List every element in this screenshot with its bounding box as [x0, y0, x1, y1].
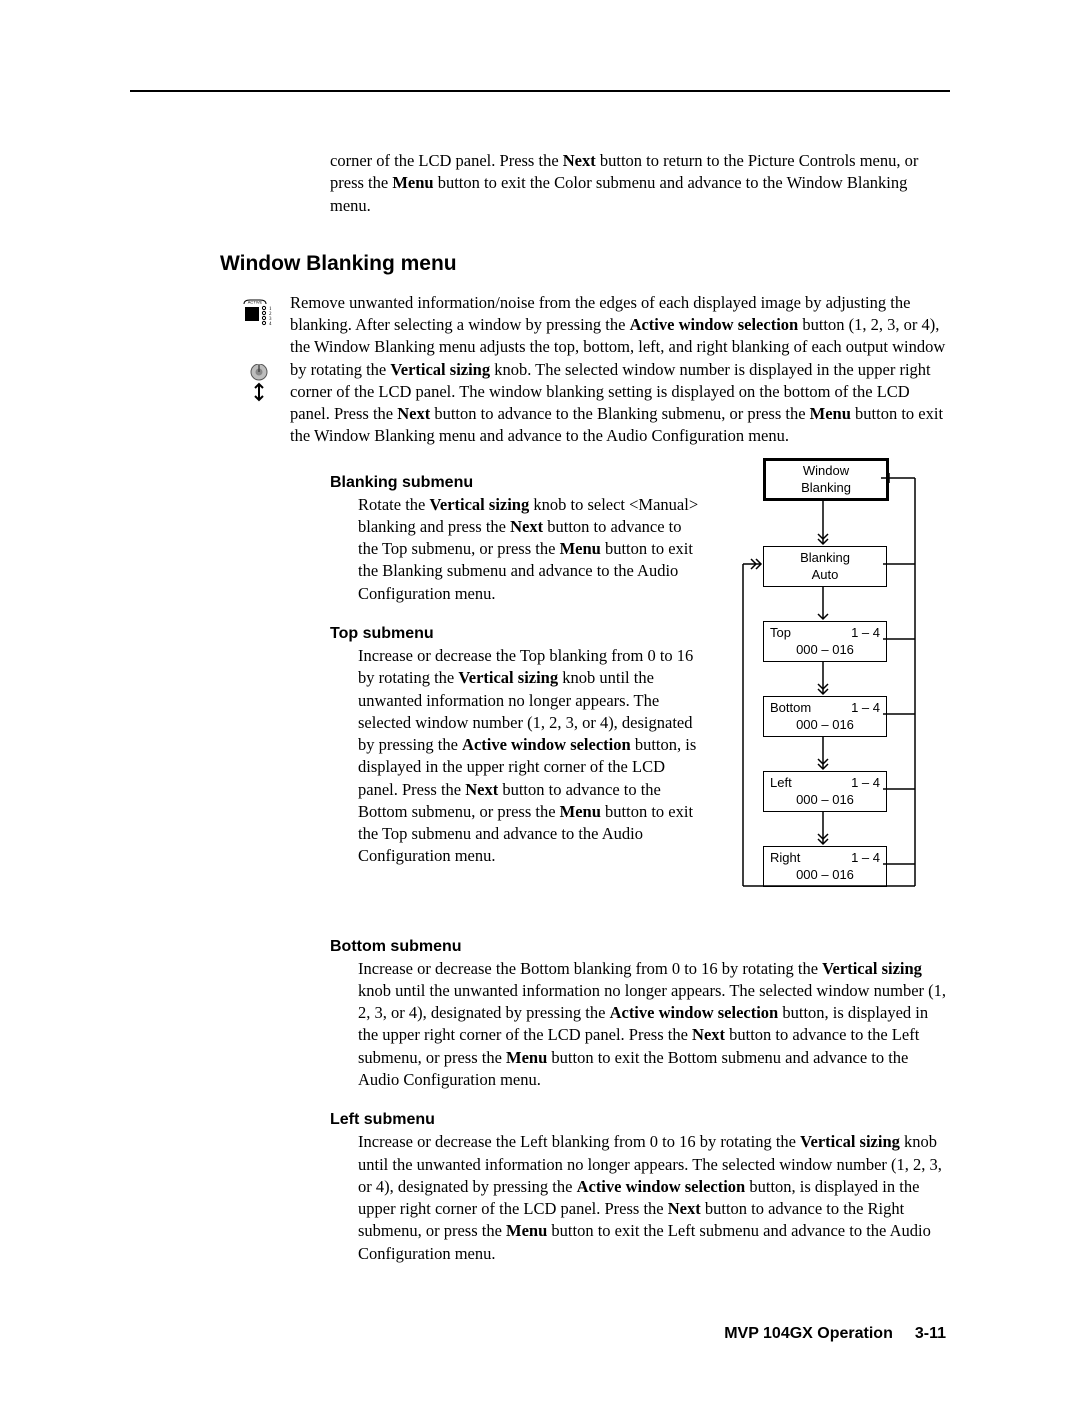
flow-head: WindowBlanking — [763, 458, 889, 502]
flow-blanking: BlankingAuto — [763, 546, 887, 588]
flow-step-2: Left1 – 4 000 – 016 — [763, 771, 887, 813]
sub-heading-1: Top submenu — [330, 625, 705, 643]
flow-step-3: Right1 – 4 000 – 016 — [763, 846, 887, 888]
sub-heading-3: Left submenu — [330, 1111, 950, 1129]
main-paragraph: Remove unwanted information/noise from t… — [290, 292, 950, 448]
svg-text:ACTIVE: ACTIVE — [248, 299, 263, 304]
footer-title: MVP 104GX Operation — [724, 1325, 893, 1343]
active-window-icon: ACTIVE 1 2 3 4 — [242, 298, 276, 328]
flow-step-0: Top1 – 4 000 – 016 — [763, 621, 887, 663]
sub-body-2: Increase or decrease the Bottom blanking… — [358, 958, 950, 1092]
flow-step-1: Bottom1 – 4 000 – 016 — [763, 696, 887, 738]
intro-paragraph: corner of the LCD panel. Press the Next … — [330, 150, 950, 217]
footer-page: 3-11 — [915, 1325, 946, 1343]
top-rule — [130, 90, 950, 92]
margin-icon-group: ACTIVE 1 2 3 4 — [242, 298, 276, 404]
sub-body-0: Rotate the Vertical sizing knob to selec… — [358, 494, 705, 605]
sub-heading-2: Bottom submenu — [330, 938, 950, 956]
sub-heading-0: Blanking submenu — [330, 474, 705, 492]
svg-text:4: 4 — [269, 322, 272, 327]
sub-body-3: Increase or decrease the Left blanking f… — [358, 1131, 950, 1265]
section-title: Window Blanking menu — [220, 252, 950, 276]
vertical-sizing-icon — [247, 364, 271, 404]
flowchart: WindowBlanking BlankingAuto Top1 – 4 000… — [735, 458, 950, 918]
sub-body-1: Increase or decrease the Top blanking fr… — [358, 645, 705, 868]
